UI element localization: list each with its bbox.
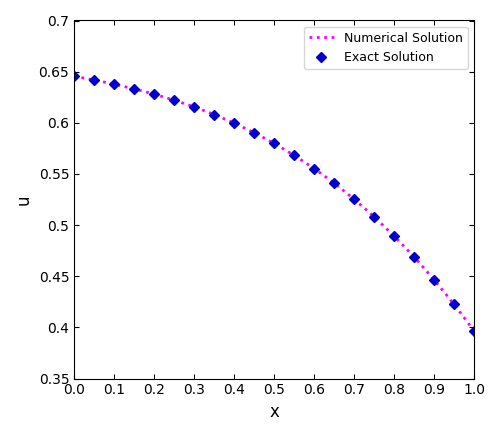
Exact Solution [371,214,377,219]
Exact Solution [251,130,257,135]
Exact Solution [271,141,277,146]
Exact Solution [171,98,177,103]
Numerical Solution [72,74,78,79]
Legend: Numerical Solution, Exact Solution: Numerical Solution, Exact Solution [304,27,468,69]
Exact Solution [211,112,217,117]
Exact Solution [391,233,397,238]
Exact Solution [331,181,337,186]
Exact Solution [151,92,157,97]
Exact Solution [411,254,417,259]
Y-axis label: u: u [15,194,33,205]
Numerical Solution [308,164,314,169]
Exact Solution [431,277,437,283]
Numerical Solution [408,251,414,256]
Line: Exact Solution: Exact Solution [70,73,478,334]
Numerical Solution [309,165,315,170]
Exact Solution [231,120,237,126]
Exact Solution [451,302,457,307]
Numerical Solution [71,74,77,79]
Exact Solution [351,197,357,202]
Numerical Solution [434,280,440,286]
Exact Solution [311,166,317,171]
X-axis label: x: x [269,403,279,421]
Exact Solution [91,78,97,83]
Exact Solution [471,328,477,334]
Exact Solution [71,74,77,79]
Exact Solution [131,86,137,92]
Numerical Solution [316,169,322,174]
Line: Numerical Solution: Numerical Solution [74,76,474,331]
Numerical Solution [471,328,477,334]
Exact Solution [291,153,297,158]
Exact Solution [191,104,197,109]
Exact Solution [111,82,117,87]
